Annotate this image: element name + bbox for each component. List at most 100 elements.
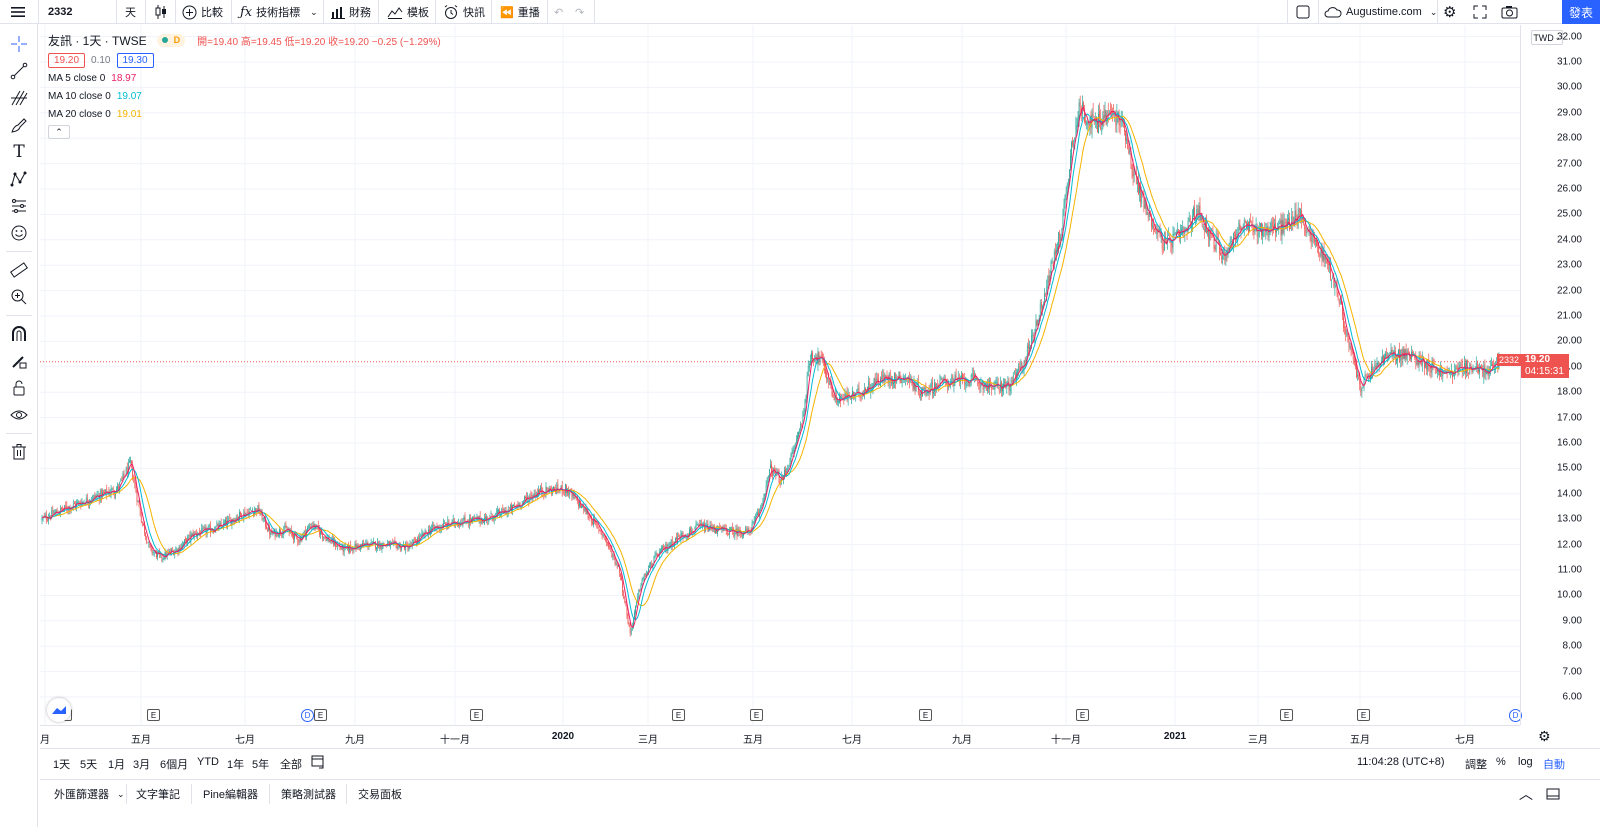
earnings-event-marker[interactable]: E [1280, 709, 1293, 721]
layout-button[interactable] [1296, 0, 1310, 24]
stay-drawing-tool[interactable] [7, 349, 31, 373]
currency-button[interactable]: TWD ⌄ [1531, 30, 1563, 45]
candle [1180, 224, 1181, 245]
settings-button[interactable]: ⚙ [1443, 0, 1456, 24]
candle-body [152, 552, 154, 553]
candle-body [1215, 237, 1217, 251]
text-tool[interactable]: T [7, 140, 31, 164]
interval-button[interactable]: 天 [125, 0, 136, 24]
menu-button[interactable] [10, 0, 26, 24]
candle-body [1487, 370, 1489, 377]
candle-body [1086, 122, 1088, 125]
earnings-event-marker[interactable]: E [314, 709, 327, 721]
crosshair-tool[interactable] [7, 32, 31, 56]
candle-body [413, 539, 415, 541]
range-button[interactable]: 1月 [108, 759, 126, 771]
range-button[interactable]: 1年 [227, 759, 245, 771]
earnings-event-marker[interactable]: E [470, 709, 483, 721]
chart-type-button[interactable] [154, 0, 168, 24]
templates-button[interactable]: 模板 [387, 0, 429, 24]
symbol-title[interactable]: 友訊 · 1天 · TWSE [48, 33, 147, 48]
range-button[interactable]: 6個月 [160, 759, 189, 771]
tab-forex-screener[interactable]: 外匯篩選器 ⌄ [54, 780, 125, 808]
candle [994, 380, 996, 396]
auto-scale-button[interactable]: 自動 [1543, 759, 1565, 771]
time-axis[interactable]: 月五月 七月 九月 十一月 2020 三月 五月 七月 九月 十一月 2021 三月 五月 七月 [40, 725, 1520, 747]
redo-button[interactable]: ↷ [575, 0, 584, 24]
clock[interactable]: 11:04:28 (UTC+8) [1357, 756, 1445, 768]
candle-body [762, 500, 764, 505]
tab-trading-panel[interactable]: 交易面板 [358, 780, 402, 808]
tradingview-logo[interactable] [47, 698, 71, 722]
range-button[interactable]: YTD [197, 756, 219, 768]
goto-date-button[interactable] [310, 754, 326, 773]
candle [350, 540, 352, 554]
ma-label: MA 20 close 0 [48, 108, 111, 120]
dividend-event-marker[interactable]: D [1509, 709, 1522, 722]
publish-button[interactable]: 發表 [1562, 0, 1600, 24]
account-menu[interactable]: Augustime.com ⌄ [1324, 0, 1437, 24]
price-axis[interactable]: TWD ⌄ 32.00 31.00 30.00 29.00 28.00 27.00 26.00… [1497, 25, 1600, 725]
sell-price-box[interactable]: 19.20 [48, 52, 86, 68]
candle-body [153, 552, 155, 554]
fullscreen-button[interactable] [1473, 0, 1487, 24]
lock-tool[interactable] [7, 376, 31, 400]
earnings-event-marker[interactable]: E [1076, 709, 1089, 721]
indicators-button[interactable]: ƒx 技術指標 ⌄ [240, 0, 318, 24]
maximize-panel-button[interactable] [1546, 780, 1560, 808]
collapse-legend-button[interactable]: ⌃ [48, 125, 70, 139]
measure-tool[interactable] [7, 258, 31, 282]
market-status-badge[interactable]: D [156, 33, 186, 47]
financials-button[interactable]: 財務 [331, 0, 371, 24]
earnings-event-marker[interactable]: E [750, 709, 763, 721]
candle-body [272, 532, 274, 534]
visibility-tool[interactable] [7, 403, 31, 427]
alert-button[interactable]: 快訊 [443, 0, 485, 24]
log-button[interactable]: log [1518, 756, 1533, 768]
ma20-legend[interactable]: MA 20 close 0 19.01 [48, 105, 441, 123]
emoji-tool[interactable] [7, 221, 31, 245]
candle-body [1135, 171, 1137, 185]
adjust-button[interactable]: 調整 [1465, 759, 1487, 771]
range-button[interactable]: 1天 [53, 759, 71, 771]
tab-strategy-tester[interactable]: 策略測試器 [281, 780, 336, 808]
candle [1194, 200, 1195, 222]
fib-tool[interactable] [7, 86, 31, 110]
brush-tool[interactable] [7, 113, 31, 137]
undo-button[interactable]: ↶ [554, 0, 563, 24]
earnings-event-marker[interactable]: E [919, 709, 932, 721]
range-button[interactable]: 5天 [80, 759, 98, 771]
trendline-tool[interactable] [7, 59, 31, 83]
magnet-tool[interactable] [7, 322, 31, 346]
compare-button[interactable]: 比較 [182, 0, 223, 24]
pattern-tool[interactable] [7, 167, 31, 191]
candle-body [1050, 262, 1052, 274]
earnings-event-marker[interactable]: E [147, 709, 160, 721]
replay-button[interactable]: ⏪ 重播 [500, 0, 540, 24]
chart-settings-button[interactable]: ⚙ [1538, 728, 1551, 745]
earnings-event-marker[interactable]: E [672, 709, 685, 721]
percent-button[interactable]: % [1496, 756, 1506, 768]
zoom-tool[interactable] [7, 285, 31, 309]
collapse-panel-button[interactable]: ︿ [1519, 780, 1533, 808]
snapshot-button[interactable] [1501, 0, 1518, 24]
candle-body [898, 371, 900, 378]
tab-text-notes[interactable]: 文字筆記 [136, 780, 180, 808]
buy-price-box[interactable]: 19.30 [116, 52, 154, 68]
ma10-legend[interactable]: MA 10 close 0 19.07 [48, 87, 441, 105]
range-button[interactable]: 全部 [280, 759, 302, 771]
dividend-event-marker[interactable]: D [301, 709, 314, 722]
symbol-search[interactable]: 2332 [48, 0, 72, 24]
candle-body [1141, 191, 1143, 204]
price-chart[interactable] [40, 25, 1520, 725]
candle [614, 556, 616, 567]
range-button[interactable]: 3月 [133, 759, 151, 771]
tab-pine-editor[interactable]: Pine編輯器 [203, 780, 258, 808]
remove-drawings-tool[interactable] [7, 440, 31, 464]
candle-body [103, 491, 104, 493]
earnings-event-marker[interactable]: E [1357, 709, 1370, 721]
range-button[interactable]: 5年 [252, 759, 270, 771]
candle [725, 524, 727, 535]
prediction-tool[interactable] [7, 194, 31, 218]
ma5-legend[interactable]: MA 5 close 0 18.97 [48, 69, 441, 87]
